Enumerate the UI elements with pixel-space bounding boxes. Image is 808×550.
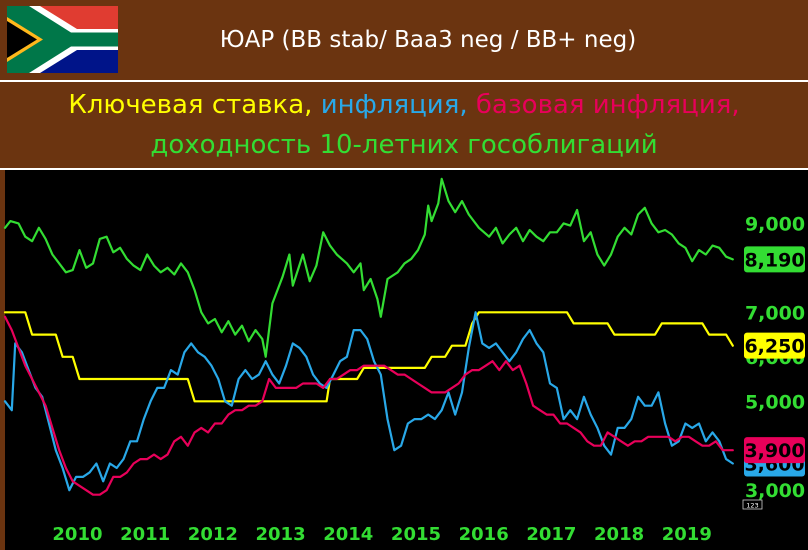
corner-box: 123 [742,499,763,510]
legend-inflation: инфляция, [320,90,476,120]
last-value-badge-repo [744,332,805,359]
subtitle-line-1: Ключевая ставка, инфляция, базовая инфля… [0,85,808,125]
y-tick-label: 9,000 [745,213,805,235]
series-line-repo [3,311,734,403]
x-tick-label: 2015 [391,524,441,545]
header: ЮАР (BB stab/ Baa3 neg / BB+ neg) [0,0,808,80]
divider [0,80,808,82]
chart-subtitle: Ключевая ставка, инфляция, базовая инфля… [0,82,808,168]
y-tick-label: 7,000 [745,302,805,324]
x-tick-label: 2019 [662,524,712,545]
x-tick-label: 2014 [323,524,373,545]
x-tick-label: 2013 [256,524,306,545]
subtitle-line-2: доходность 10-летних гособлигаций [0,125,808,165]
legend-bond-yield: доходность 10-летних гособлигаций [150,130,658,160]
series-line-core_cpi [3,315,734,496]
x-tick-label: 2011 [120,524,170,545]
last-value-label-repo: 6,250 [744,336,804,358]
south-africa-flag-icon [7,6,118,73]
last-value-label-bond10y: 8,190 [744,249,804,271]
x-tick-label: 2016 [459,524,509,545]
x-tick-label: 2017 [526,524,576,545]
x-axis-background [5,508,808,550]
series-layer [3,177,734,496]
last-value-label-core_cpi: 3,900 [744,440,804,462]
divider [0,168,808,170]
series-line-cpi [3,311,734,492]
y-tick-label: 5,000 [745,391,805,413]
page-title: ЮАР (BB stab/ Baa3 neg / BB+ neg) [219,27,637,53]
x-tick-label: 2018 [594,524,644,545]
legend-repo-rate: Ключевая ставка, [68,90,321,120]
last-value-badge-bond10y [744,246,805,273]
y-tick-label: 3,000 [745,480,805,502]
corner-label: 123 [746,502,758,510]
x-tick-label: 2012 [188,524,238,545]
series-line-bond10y [3,177,734,358]
last-value-badge-core_cpi [744,437,805,464]
plot-background [5,170,743,508]
x-tick-label: 2010 [52,524,102,545]
legend-core-inflation: базовая инфляция, [475,90,740,120]
x-tick-layer: 2010 2011 2012 2013 2014 2015 2016 2017 2018 2019 [52,524,711,545]
